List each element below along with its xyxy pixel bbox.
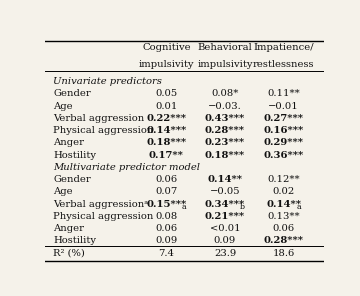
Text: impulsivity: impulsivity xyxy=(139,60,194,69)
Text: Hostility: Hostility xyxy=(53,237,96,245)
Text: a: a xyxy=(297,203,301,211)
Text: 0.28***: 0.28*** xyxy=(264,237,303,245)
Text: 0.08: 0.08 xyxy=(155,212,177,221)
Text: Physical aggression: Physical aggression xyxy=(53,126,154,135)
Text: 0.29***: 0.29*** xyxy=(264,138,303,147)
Text: impulsivity: impulsivity xyxy=(197,60,253,69)
Text: Cognitive: Cognitive xyxy=(142,43,191,52)
Text: Age: Age xyxy=(53,187,73,196)
Text: Age: Age xyxy=(53,102,73,111)
Text: 0.09: 0.09 xyxy=(214,237,236,245)
Text: Multivariate predictor model: Multivariate predictor model xyxy=(53,163,201,172)
Text: 0.16***: 0.16*** xyxy=(264,126,304,135)
Text: 0.06: 0.06 xyxy=(155,224,177,233)
Text: 0.27***: 0.27*** xyxy=(264,114,303,123)
Text: 0.06: 0.06 xyxy=(273,224,294,233)
Text: 7.4: 7.4 xyxy=(158,249,174,258)
Text: Verbal aggression: Verbal aggression xyxy=(53,114,145,123)
Text: 0.36***: 0.36*** xyxy=(264,151,304,160)
Text: 0.14***: 0.14*** xyxy=(146,126,186,135)
Text: 18.6: 18.6 xyxy=(273,249,295,258)
Text: 0.18***: 0.18*** xyxy=(146,138,186,147)
Text: a: a xyxy=(182,203,186,211)
Text: 0.02: 0.02 xyxy=(273,187,295,196)
Text: Gender: Gender xyxy=(53,89,91,98)
Text: 0.06: 0.06 xyxy=(155,175,177,184)
Text: Impatience/: Impatience/ xyxy=(253,43,314,52)
Text: 0.22***: 0.22*** xyxy=(147,114,186,123)
Text: <0.01: <0.01 xyxy=(210,224,240,233)
Text: 23.9: 23.9 xyxy=(214,249,236,258)
Text: restlessness: restlessness xyxy=(253,60,314,69)
Text: Anger: Anger xyxy=(53,224,84,233)
Text: Anger: Anger xyxy=(53,138,84,147)
Text: b: b xyxy=(240,203,245,211)
Text: Hostility: Hostility xyxy=(53,151,96,160)
Text: 0.14**: 0.14** xyxy=(207,175,242,184)
Text: Behavioral: Behavioral xyxy=(198,43,252,52)
Text: 0.11**: 0.11** xyxy=(267,89,300,98)
Text: 0.23***: 0.23*** xyxy=(205,138,245,147)
Text: 0.09: 0.09 xyxy=(155,237,177,245)
Text: 0.18***: 0.18*** xyxy=(205,151,245,160)
Text: 0.13**: 0.13** xyxy=(267,212,300,221)
Text: 0.12**: 0.12** xyxy=(267,175,300,184)
Text: R² (%): R² (%) xyxy=(53,249,85,258)
Text: 0.15***: 0.15*** xyxy=(146,200,186,209)
Text: Gender: Gender xyxy=(53,175,91,184)
Text: 0.17**: 0.17** xyxy=(149,151,184,160)
Text: −0.01: −0.01 xyxy=(268,102,299,111)
Text: 0.05: 0.05 xyxy=(155,89,177,98)
Text: Verbal aggressionᵃ: Verbal aggressionᵃ xyxy=(53,200,148,209)
Text: 0.28***: 0.28*** xyxy=(205,126,245,135)
Text: 0.21***: 0.21*** xyxy=(205,212,245,221)
Text: 0.34***: 0.34*** xyxy=(205,200,245,209)
Text: Physical aggression: Physical aggression xyxy=(53,212,154,221)
Text: 0.14**: 0.14** xyxy=(266,200,301,209)
Text: Univariate predictors: Univariate predictors xyxy=(53,77,162,86)
Text: 0.43***: 0.43*** xyxy=(205,114,245,123)
Text: 0.07: 0.07 xyxy=(155,187,177,196)
Text: 0.01: 0.01 xyxy=(155,102,177,111)
Text: −0.05: −0.05 xyxy=(210,187,240,196)
Text: −0.03.: −0.03. xyxy=(208,102,242,111)
Text: 0.08*: 0.08* xyxy=(211,89,239,98)
